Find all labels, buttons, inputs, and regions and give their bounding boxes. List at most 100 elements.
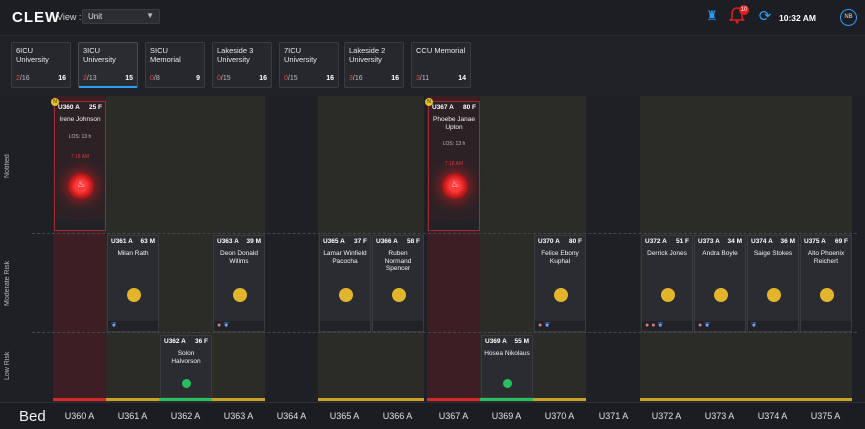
alarm-icon[interactable]: ♨ bbox=[442, 173, 468, 199]
bed-label[interactable]: U360 A bbox=[64, 411, 95, 421]
risk-indicator-moderate bbox=[661, 288, 675, 302]
unit-name: CCU Memorial bbox=[416, 46, 466, 55]
patient-card[interactable]: U375 A 69 F Alto Phoenix Reichert bbox=[800, 235, 852, 332]
unit-tab[interactable]: Lakeside 3 University 0/15 16 bbox=[212, 42, 272, 88]
status-strip-alert bbox=[53, 398, 106, 401]
view-select[interactable]: Unit ▼ bbox=[82, 9, 160, 24]
status-strip-moderate bbox=[212, 398, 265, 401]
card-footer bbox=[320, 321, 370, 331]
age-sex: 36 M bbox=[780, 238, 795, 245]
age-sex: 36 F bbox=[194, 338, 208, 345]
bell-icon[interactable]: 10 bbox=[729, 5, 749, 26]
unit-name: Lakeside 2 University bbox=[349, 46, 386, 64]
lungs-icon: ❦ bbox=[704, 322, 711, 329]
bed-label[interactable]: U370 A bbox=[544, 411, 575, 421]
risk-indicator-low bbox=[182, 379, 191, 388]
risk-indicator-moderate bbox=[127, 288, 141, 302]
blood-drop-icon: ● bbox=[645, 322, 650, 329]
patient-name: Derrick Jones bbox=[647, 250, 687, 257]
risk-indicator-moderate bbox=[820, 288, 834, 302]
unit-total: 16 bbox=[326, 75, 334, 82]
bed-id: U361 A bbox=[111, 238, 133, 245]
risk-indicator-moderate bbox=[339, 288, 353, 302]
patient-card[interactable]: U372 A 51 F Derrick Jones ● ● ❦ bbox=[641, 235, 693, 332]
patient-card[interactable]: U363 A 39 M Deon Donald Willms ● ❦ bbox=[213, 235, 265, 332]
patient-name: Saige Stokes bbox=[753, 250, 793, 257]
top-bar: CLEW View : Unit ▼ ♜ 10 ⟳ 10:32 AM NB bbox=[0, 0, 865, 36]
unit-tab[interactable]: Lakeside 2 University 3/16 16 bbox=[344, 42, 404, 88]
bed-board: Notified Moderate Risk Low Risk N U360 A… bbox=[0, 96, 865, 402]
unit-total: 14 bbox=[458, 75, 466, 82]
risk-indicator-moderate bbox=[392, 288, 406, 302]
bed-id: U362 A bbox=[164, 338, 186, 345]
card-footer bbox=[55, 220, 105, 230]
unit-tab[interactable]: 7ICU University 0/15 16 bbox=[279, 42, 339, 88]
unit-total: 16 bbox=[259, 75, 267, 82]
card-footer: ❦ bbox=[108, 321, 158, 331]
bed-label[interactable]: U372 A bbox=[651, 411, 682, 421]
bed-label[interactable]: U361 A bbox=[117, 411, 148, 421]
age-sex: 80 F bbox=[462, 104, 476, 111]
card-footer: ❦ bbox=[748, 321, 798, 331]
unit-total: 16 bbox=[391, 75, 399, 82]
bed-label[interactable]: U364 A bbox=[276, 411, 307, 421]
unit-bed-ratio: /11 bbox=[419, 75, 430, 82]
card-footer: ● ❦ bbox=[214, 321, 264, 331]
bed-label[interactable]: U374 A bbox=[757, 411, 788, 421]
patient-card[interactable]: U369 A 55 M Hosea Nikolaus bbox=[481, 335, 533, 398]
lane-divider bbox=[32, 332, 857, 333]
unit-tab[interactable]: 6ICU University 2/16 16 bbox=[11, 42, 71, 88]
unit-bed-ratio: /16 bbox=[352, 75, 363, 82]
user-avatar[interactable]: NB bbox=[840, 9, 857, 26]
bed-label[interactable]: U367 A bbox=[438, 411, 469, 421]
patient-name: Lamar Winfield Pacocha bbox=[323, 250, 367, 265]
unit-tab[interactable]: CCU Memorial 3/11 14 bbox=[411, 42, 471, 88]
patient-card[interactable]: U361 A 63 M Milan Rath ❦ bbox=[107, 235, 159, 332]
patient-card[interactable]: U370 A 80 F Felice Ebony Kuphal ● ❦ bbox=[534, 235, 586, 332]
card-footer: ● ❦ bbox=[695, 321, 745, 331]
bed-label[interactable]: U369 A bbox=[491, 411, 522, 421]
unit-alert-count: 2 bbox=[16, 75, 20, 82]
card-footer bbox=[429, 220, 479, 230]
unit-tabs: 6ICU University 2/16 16 3ICU University 2… bbox=[0, 36, 865, 96]
unit-alert-count: 3 bbox=[416, 75, 420, 82]
bed-label[interactable]: U375 A bbox=[810, 411, 841, 421]
bed-label[interactable]: U373 A bbox=[704, 411, 735, 421]
patient-card[interactable]: N U367 A 80 F Phoebe Janae Upton LOS: 13 … bbox=[425, 98, 480, 231]
patient-card[interactable]: U365 A 37 F Lamar Winfield Pacocha bbox=[319, 235, 371, 332]
patient-name: Alto Phoenix Reichert bbox=[807, 250, 845, 265]
patient-card[interactable]: U373 A 34 M Andra Boyle ● ❦ bbox=[694, 235, 746, 332]
patient-card[interactable]: U362 A 36 F Solon Halvorson bbox=[160, 335, 212, 398]
refresh-icon[interactable]: ⟳ bbox=[758, 8, 772, 25]
patient-name: Deon Donald Willms bbox=[220, 250, 258, 265]
unit-bed-ratio: /8 bbox=[153, 75, 160, 82]
unit-tab-active[interactable]: 3ICU University 2/13 15 bbox=[78, 42, 138, 88]
blood-drop-icon: ● bbox=[698, 322, 703, 329]
unit-name: SICU Memorial bbox=[150, 46, 181, 64]
unit-tab[interactable]: SICU Memorial 0/8 9 bbox=[145, 42, 205, 88]
bed-label[interactable]: U363 A bbox=[223, 411, 254, 421]
bed-label[interactable]: U366 A bbox=[382, 411, 413, 421]
bed-label[interactable]: U371 A bbox=[598, 411, 629, 421]
patient-card[interactable]: U366 A 58 F Ruben Normand Spencer bbox=[372, 235, 424, 332]
app-logo: CLEW bbox=[12, 9, 61, 26]
lungs-icon: ❦ bbox=[751, 322, 757, 329]
status-strip-low bbox=[480, 398, 533, 401]
age-sex: 34 M bbox=[727, 238, 742, 245]
alarm-icon[interactable]: ♨ bbox=[68, 173, 94, 199]
patient-name: Hosea Nikolaus bbox=[484, 350, 530, 357]
bed-icon[interactable]: ♜ bbox=[706, 8, 718, 23]
alert-time: 7:18 AM bbox=[444, 161, 464, 167]
bed-label[interactable]: U362 A bbox=[170, 411, 201, 421]
notification-count-badge: 10 bbox=[739, 5, 749, 15]
blood-drop-icon: ● bbox=[651, 322, 656, 329]
status-strip-moderate bbox=[640, 398, 852, 401]
unit-alert-count: 0 bbox=[284, 75, 288, 82]
unit-alert-count: 0 bbox=[150, 75, 154, 82]
age-sex: 69 F bbox=[834, 238, 848, 245]
bed-label[interactable]: U365 A bbox=[329, 411, 360, 421]
patient-card[interactable]: U374 A 36 M Saige Stokes ❦ bbox=[747, 235, 799, 332]
unit-name: 7ICU University bbox=[284, 46, 317, 64]
patient-card[interactable]: N U360 A 25 F Irene Johnson LOS: 13 h 7:1… bbox=[51, 98, 106, 231]
bed-id: U363 A bbox=[217, 238, 239, 245]
